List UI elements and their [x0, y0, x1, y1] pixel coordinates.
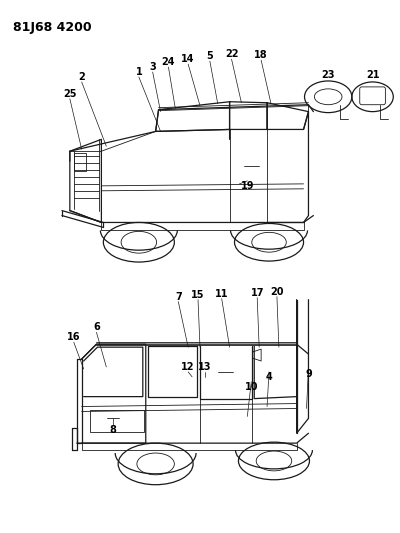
Text: 20: 20	[270, 287, 284, 297]
Text: 10: 10	[244, 382, 258, 392]
Text: 2: 2	[78, 72, 85, 82]
Text: 23: 23	[322, 70, 335, 80]
Bar	[90, 410, 144, 432]
Text: 22: 22	[225, 49, 238, 59]
Text: 11: 11	[215, 289, 228, 298]
Text: 13: 13	[198, 362, 212, 372]
Text: 1: 1	[136, 67, 142, 77]
Text: 25: 25	[63, 89, 76, 99]
Text: 24: 24	[162, 57, 175, 67]
Text: 9: 9	[305, 369, 312, 379]
Text: 7: 7	[175, 292, 182, 302]
Text: 12: 12	[182, 362, 195, 372]
Text: 4: 4	[266, 372, 272, 382]
Text: 6: 6	[93, 322, 100, 333]
Text: 81J68 4200: 81J68 4200	[13, 21, 91, 34]
Text: 16: 16	[67, 332, 80, 342]
Text: 21: 21	[366, 70, 379, 80]
Text: 8: 8	[110, 425, 117, 435]
Bar	[74, 153, 86, 171]
Text: 18: 18	[254, 50, 268, 60]
Text: 17: 17	[250, 288, 264, 298]
Text: 3: 3	[149, 62, 156, 72]
Text: 15: 15	[191, 290, 205, 300]
Text: 5: 5	[206, 51, 213, 61]
Text: 19: 19	[240, 181, 254, 191]
Text: 14: 14	[182, 54, 195, 64]
